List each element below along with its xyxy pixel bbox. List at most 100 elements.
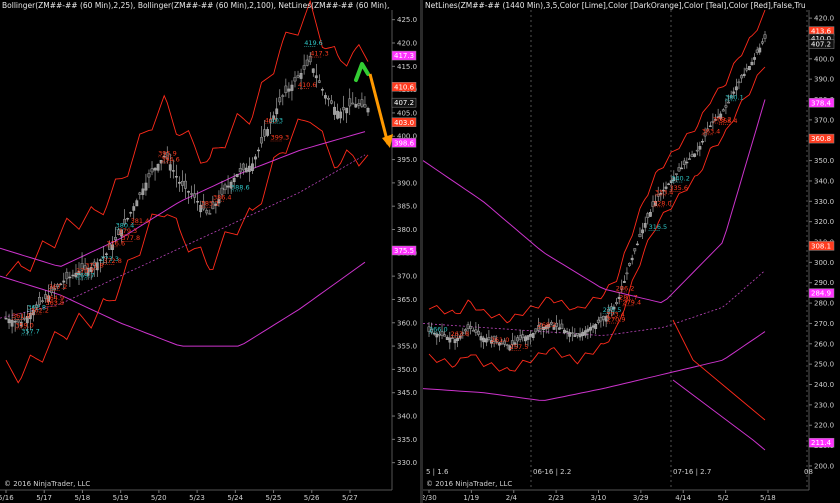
candle-body: [508, 345, 512, 351]
candle-body: [576, 333, 579, 336]
candle-body: [531, 332, 535, 338]
candle-body: [711, 121, 715, 123]
level-annotation: 373.3: [100, 255, 119, 263]
candle-body: [251, 163, 254, 171]
right-chart-title: NetLines(ZM##-## (1440 Min),3,5,Color [L…: [425, 1, 805, 10]
y-tick-label: 390.0: [814, 76, 834, 84]
price-marker-label: 403.0: [394, 119, 414, 127]
candle-body: [74, 272, 78, 278]
candle-body: [168, 164, 172, 171]
session-label: 06-16 | 2.2: [533, 468, 571, 476]
candle-body: [153, 167, 157, 171]
level-annotation: 363.8: [45, 299, 64, 307]
candle-body: [238, 168, 242, 173]
panel-divider[interactable]: [420, 0, 423, 503]
price-marker-label: 410.0: [811, 35, 831, 43]
candle-body: [708, 125, 712, 128]
level-annotation: 363.4: [702, 127, 721, 135]
price-marker-label: 410.6: [394, 83, 415, 91]
price-marker-box: [808, 98, 835, 108]
y-tick-label: 340.0: [814, 177, 834, 185]
candle-body: [505, 344, 509, 346]
level-annotation: 335.6: [669, 184, 688, 192]
candle-body: [589, 327, 592, 331]
candle-body: [199, 204, 203, 213]
candle-body: [656, 193, 660, 197]
y-tick-label: 290.0: [814, 279, 834, 287]
candle-body: [547, 323, 551, 328]
left-price-chart[interactable]: 425.0420.0415.0410.0405.0400.0395.0390.0…: [0, 0, 420, 503]
candle-body: [534, 328, 538, 333]
candle-body: [351, 102, 355, 105]
candle-body: [126, 218, 130, 220]
candle-body: [28, 313, 32, 320]
candle-body: [430, 328, 434, 333]
candle-body: [35, 304, 38, 308]
candle-body: [693, 153, 697, 157]
candle-body: [31, 310, 35, 316]
y-tick-label: 330.0: [397, 459, 417, 467]
y-tick-label: 395.0: [397, 156, 417, 164]
y-tick-label: 400.0: [397, 133, 417, 141]
level-annotation: 286.2: [616, 284, 635, 292]
candle-body: [599, 317, 603, 322]
price-marker-label: 375.5: [394, 247, 414, 255]
candle-body: [260, 137, 263, 144]
right-price-chart[interactable]: 420.0410.0400.0390.0380.0370.0360.0350.0…: [423, 0, 840, 503]
level-annotation: 417.3: [310, 50, 329, 58]
candle-body: [305, 59, 309, 66]
right-chart-panel[interactable]: 420.0410.0400.0390.0380.0370.0360.0350.0…: [423, 0, 840, 503]
candle-body: [147, 173, 151, 178]
candle-body: [464, 329, 467, 332]
candle-body: [120, 229, 123, 237]
candle-body: [324, 95, 327, 99]
candle-body: [701, 140, 704, 143]
candle-body: [552, 325, 556, 330]
candle-body: [654, 201, 658, 206]
candle-body: [612, 306, 616, 310]
candle-body: [438, 334, 441, 336]
candle-body: [755, 49, 759, 53]
candle-body: [570, 332, 574, 334]
x-tick-label: 5/20: [151, 494, 167, 502]
candle-body: [95, 262, 99, 271]
level-annotation: 380.1: [725, 93, 744, 101]
candle-body: [357, 103, 361, 106]
candle-body: [550, 322, 553, 325]
candle-body: [363, 104, 367, 108]
outer-middle-band: [0, 154, 366, 319]
candle-body: [50, 286, 54, 293]
candle-body: [609, 306, 613, 311]
y-tick-label: 350.0: [397, 366, 417, 374]
price-marker-label: 398.6: [394, 139, 415, 147]
x-tick-label: 5/17: [36, 494, 52, 502]
level-annotation: 403: [265, 116, 277, 124]
candle-body: [578, 333, 582, 338]
candle-body: [330, 100, 333, 104]
candle-body: [573, 334, 577, 337]
candle-body: [311, 68, 315, 73]
y-tick-label: 400.0: [814, 55, 834, 63]
x-tick-label: 5/23: [189, 494, 205, 502]
level-annotation: 275.5: [603, 306, 622, 314]
candle-body: [682, 160, 686, 165]
candle-body: [202, 201, 206, 210]
candle-body: [354, 104, 358, 108]
candle-body: [646, 213, 650, 218]
candle-body: [254, 156, 257, 160]
candle-body: [38, 296, 41, 305]
level-annotation: 261.0: [491, 336, 510, 344]
candle-body: [581, 331, 585, 336]
candle-body: [586, 328, 590, 332]
candle-body: [497, 342, 501, 346]
candle-body: [287, 88, 291, 92]
candle-body: [477, 330, 480, 335]
y-tick-label: 200.0: [814, 462, 834, 470]
left-chart-panel[interactable]: 425.0420.0415.0410.0405.0400.0395.0390.0…: [0, 0, 420, 503]
candle-body: [327, 98, 330, 100]
candle-body: [150, 168, 154, 173]
level-annotation: 371.8: [85, 262, 104, 270]
candle-body: [296, 75, 300, 78]
y-tick-label: 320.0: [814, 218, 834, 226]
level-annotation: 263.8: [451, 330, 470, 338]
